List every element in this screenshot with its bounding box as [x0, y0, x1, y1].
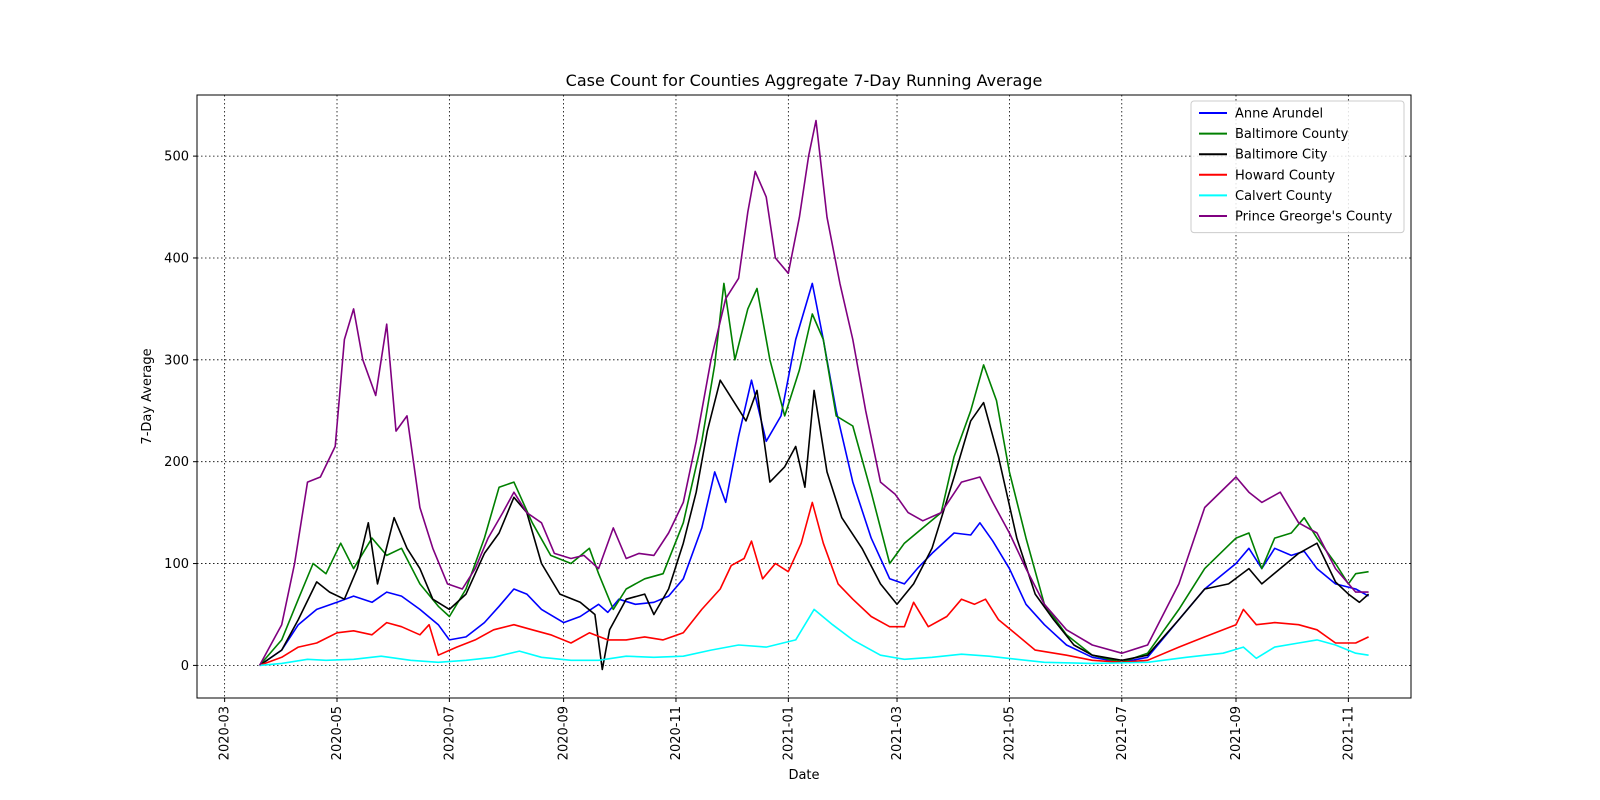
x-tick-label: 2021-03 — [890, 706, 905, 760]
x-tick-label: 2021-07 — [1115, 706, 1130, 760]
series-line-calvert-county — [259, 608, 1369, 667]
legend: Anne Arundel Baltimore County Baltimore Ci… — [1190, 100, 1405, 234]
x-axis-title: Date — [788, 768, 819, 783]
y-tick-label: 400 — [164, 251, 189, 266]
series-line-baltimore-county — [258, 282, 1369, 666]
legend-label: Prince Greorge's County — [1235, 210, 1393, 225]
legend-label: Baltimore City — [1235, 148, 1328, 163]
series-line-baltimore-city — [259, 379, 1370, 671]
legend-label: Anne Arundel — [1235, 107, 1323, 122]
series-lines — [258, 119, 1370, 671]
y-tick-label: 500 — [164, 150, 189, 165]
legend-box — [1190, 100, 1405, 234]
plot-frame — [196, 94, 1412, 699]
y-tick-label: 100 — [164, 557, 189, 572]
series-line-howard-county — [259, 501, 1369, 667]
y-axis-title: 7-Day Average — [140, 348, 155, 444]
x-tick-label: 2020-07 — [442, 706, 457, 760]
x-tick-label: 2020-03 — [218, 706, 233, 760]
x-tick-label: 2020-09 — [557, 706, 572, 760]
x-tick-label: 2020-11 — [669, 706, 684, 760]
x-tick-label: 2021-05 — [1002, 706, 1017, 760]
legend-label: Baltimore County — [1235, 127, 1349, 142]
y-tick-label: 200 — [164, 455, 189, 470]
series-line-anne-arundel — [259, 282, 1369, 667]
y-tick-label: 0 — [181, 659, 189, 674]
y-tick-label: 300 — [164, 353, 189, 368]
legend-label: Howard County — [1235, 168, 1335, 183]
chart-title: Case Count for Counties Aggregate 7-Day … — [566, 71, 1043, 90]
x-tick-label: 2021-11 — [1341, 706, 1356, 760]
y-axis: 0 100 200 300 400 500 — [164, 150, 197, 674]
x-tick-label: 2021-09 — [1229, 706, 1244, 760]
x-tick-label: 2021-01 — [781, 706, 796, 760]
series-line-prince-greorge-s-county — [258, 119, 1369, 666]
x-axis: 2020-03 2020-05 2020-07 2020-09 2020-11 2021-… — [218, 698, 1356, 760]
x-tick-label: 2020-05 — [330, 706, 345, 760]
legend-label: Calvert County — [1235, 189, 1333, 204]
